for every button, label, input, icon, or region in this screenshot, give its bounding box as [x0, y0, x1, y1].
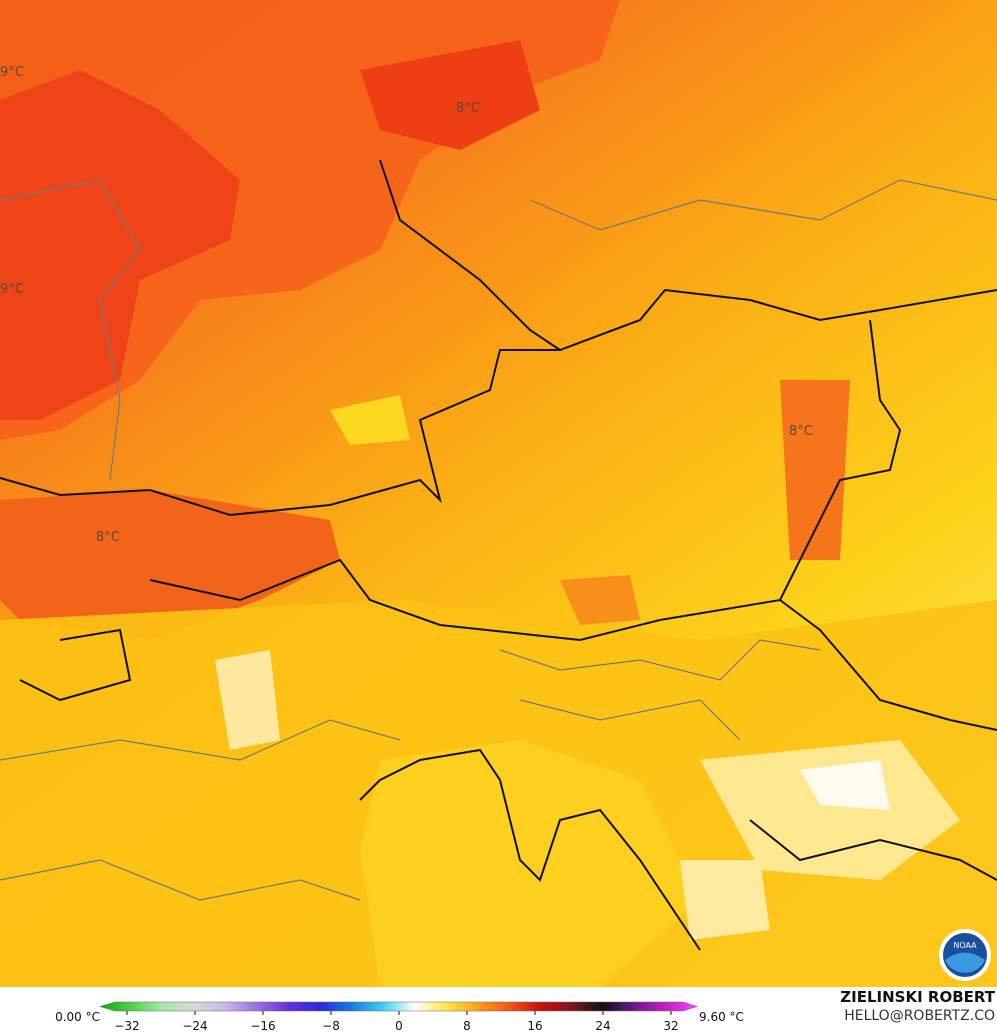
colorbar: 0.00 °C 9.60 °C −32 −24 −16 −8 0 8 16 24 32: [55, 1001, 744, 1033]
tick-label: −8: [322, 1019, 340, 1033]
map: 9°C 8°C 9°C 8°C 8°C NOAA: [0, 0, 997, 987]
tick-label: −32: [114, 1019, 139, 1033]
tick-label: −24: [182, 1019, 207, 1033]
min-label: 0.00 °C: [55, 1010, 100, 1024]
contour-label: 8°C: [96, 530, 120, 545]
credit-email: HELLO@ROBERTZ.CO: [844, 1008, 995, 1024]
tick-label: −16: [250, 1019, 275, 1033]
contour-label: 8°C: [456, 101, 480, 116]
credit-author: ZIELINSKI ROBERT: [840, 988, 995, 1006]
noaa-logo: NOAA: [939, 929, 991, 981]
contour-label: 8°C: [789, 424, 813, 439]
tick-label: 16: [527, 1019, 542, 1033]
contour-label: 9°C: [0, 282, 24, 297]
logo-text: NOAA: [953, 941, 977, 950]
max-label: 9.60 °C: [699, 1010, 744, 1024]
tick-label: 0: [395, 1019, 403, 1033]
contour-label: 9°C: [0, 65, 24, 80]
tick-label: 32: [663, 1019, 678, 1033]
tick-label: 8: [463, 1019, 471, 1033]
colorbar-body: [98, 1001, 698, 1012]
tick-label: 24: [595, 1019, 610, 1033]
